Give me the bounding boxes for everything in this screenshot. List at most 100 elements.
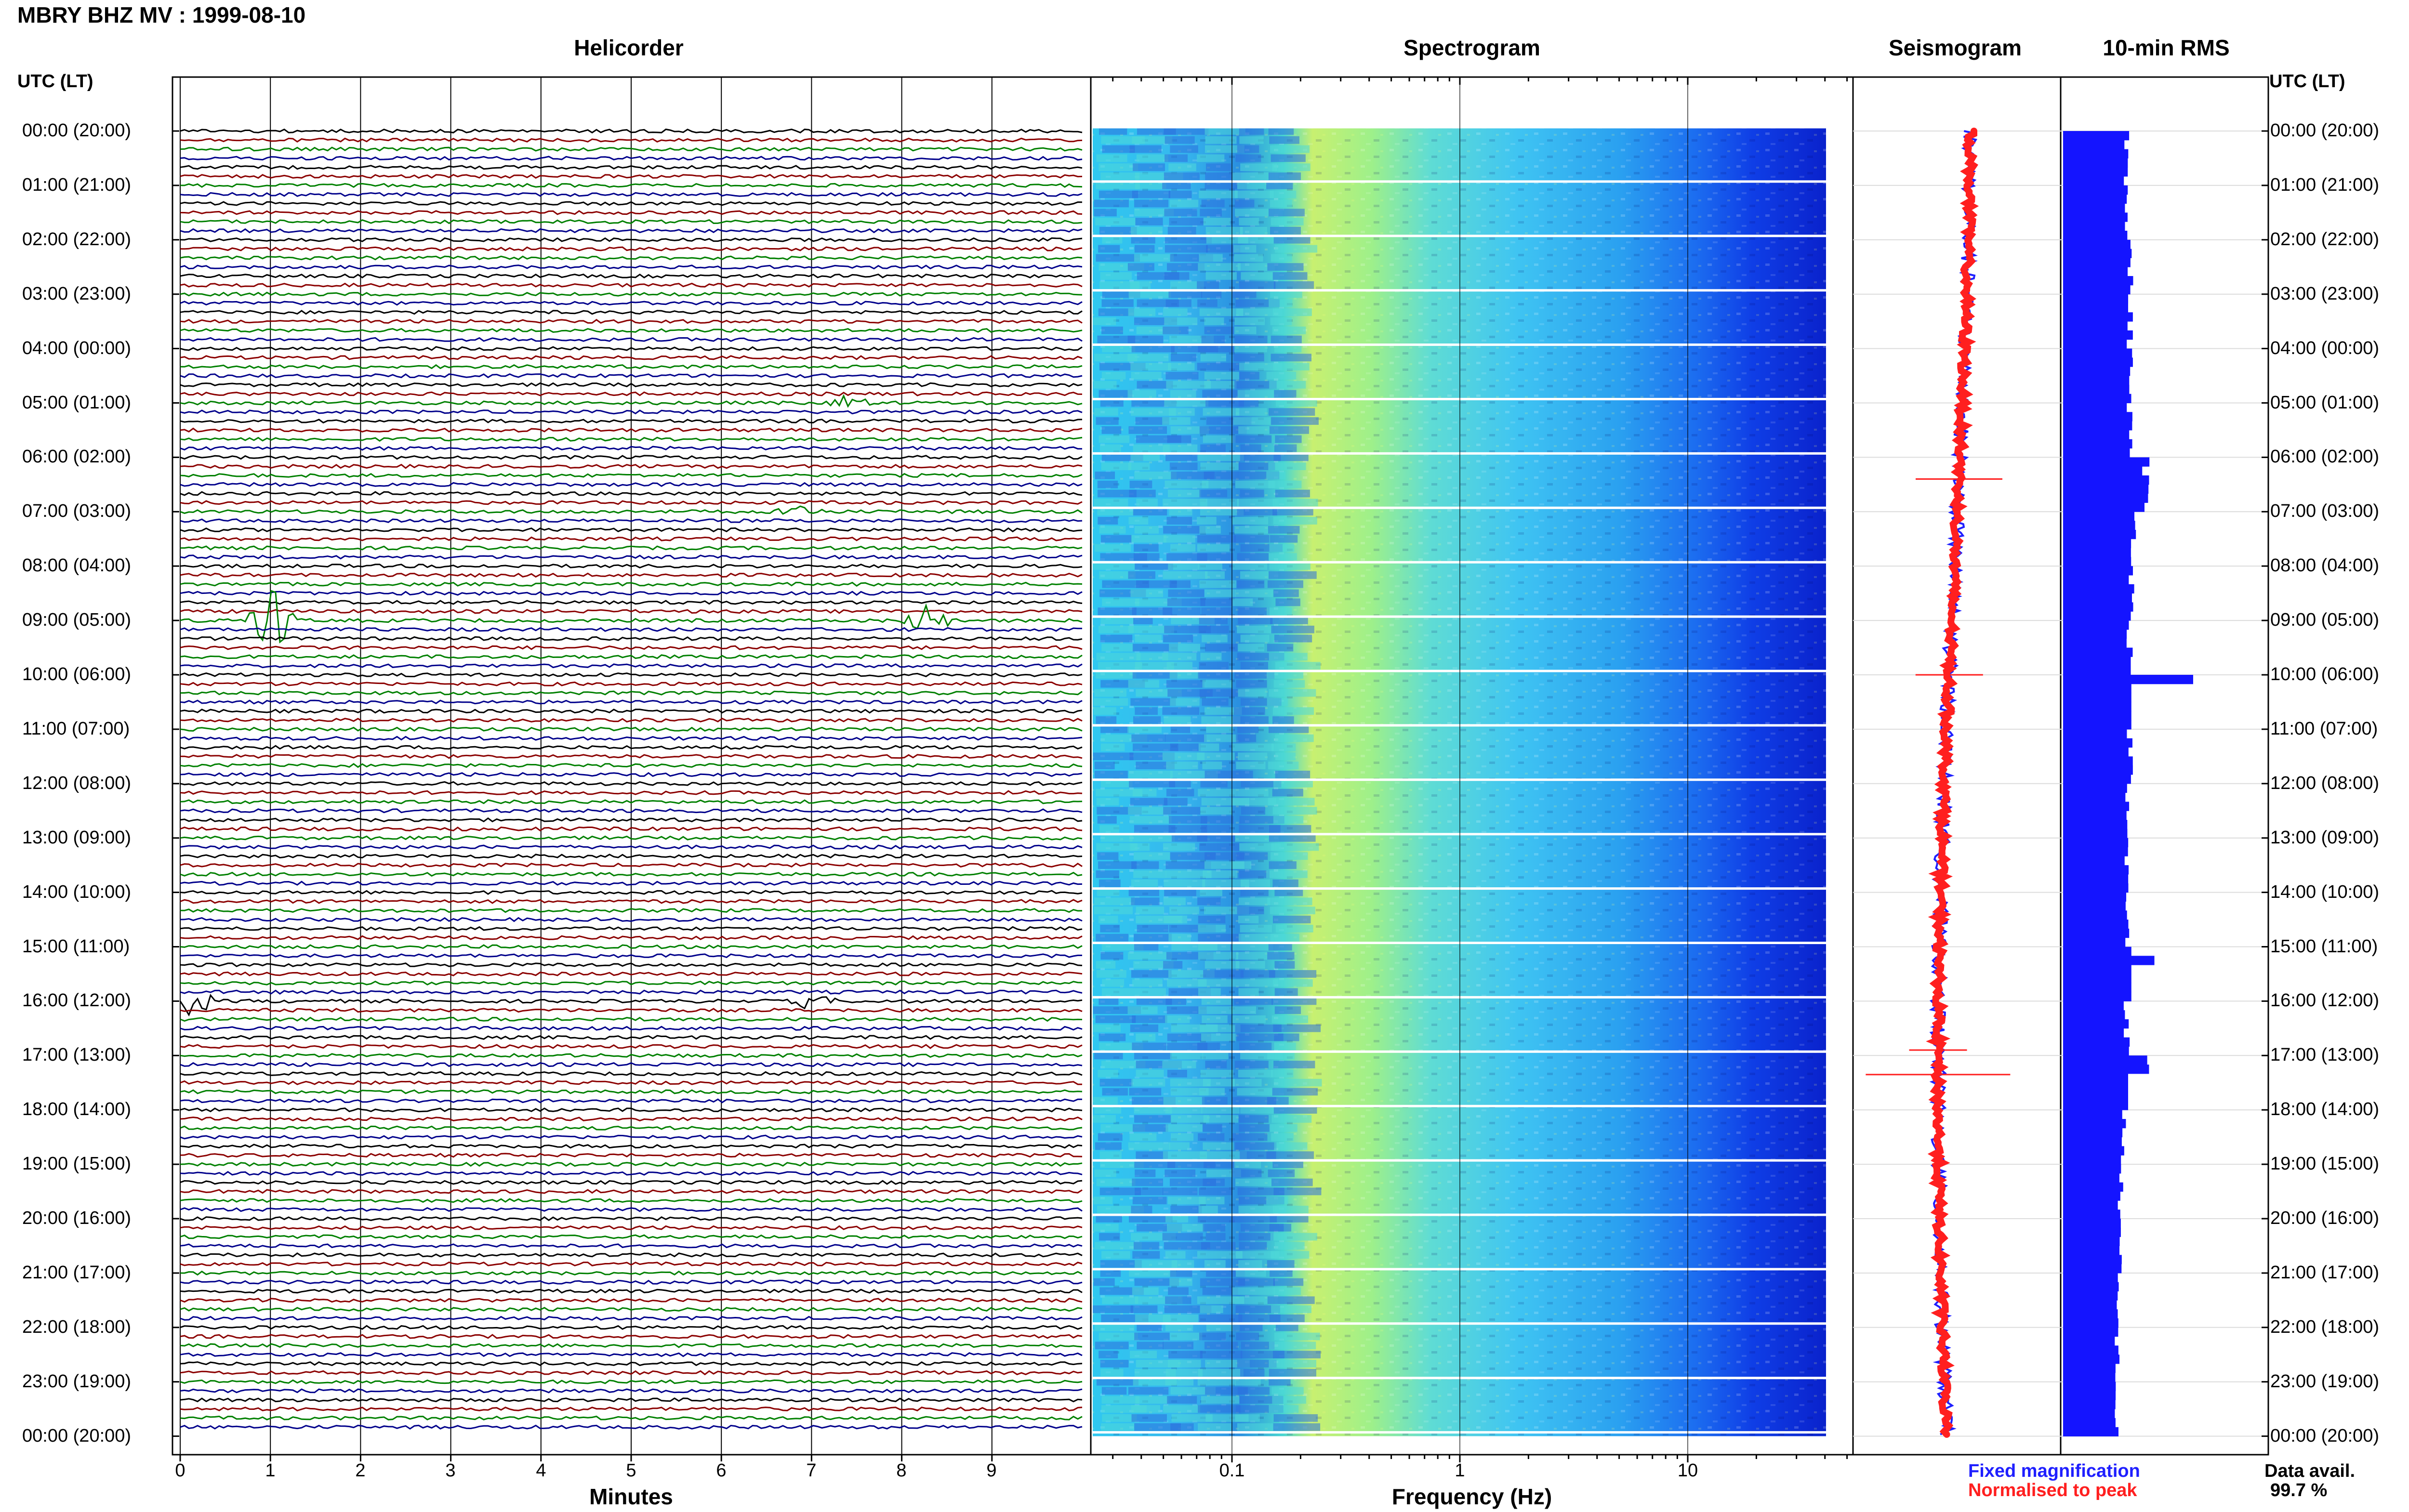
spectrogram-cell <box>1274 1078 1322 1087</box>
spectrogram-cell <box>1200 653 1222 661</box>
spectrogram-cell <box>1198 263 1241 271</box>
helicorder-trace <box>180 808 1083 814</box>
spectrogram-cell <box>1275 924 1313 933</box>
time-label-right: 00:00 (20:00) <box>2270 120 2380 141</box>
spectrogram-cell <box>1093 1278 1115 1286</box>
spectrogram-cell <box>1132 1042 1166 1051</box>
spectrogram-cell <box>1204 589 1236 597</box>
rms-bar <box>2063 956 2155 965</box>
spectrogram-cell <box>1269 861 1297 869</box>
rms-bar <box>2063 765 2133 775</box>
spectrogram-cell <box>1130 798 1168 806</box>
spectrogram-cell <box>1266 181 1293 189</box>
spectrogram-cell <box>1232 1287 1275 1295</box>
spectrogram-cell <box>1137 924 1169 933</box>
spectrogram-cell <box>1095 671 1137 679</box>
helicorder-trace <box>180 1107 1083 1113</box>
time-label-right: 13:00 (09:00) <box>2270 827 2380 848</box>
spectrogram-cell <box>1202 634 1228 643</box>
spectrogram-cell <box>1095 1015 1136 1023</box>
helicorder-trace <box>180 1343 1083 1348</box>
spectrogram-cell <box>1165 997 1186 1005</box>
spectrogram-cell <box>1167 489 1202 498</box>
spectrogram-cell <box>1232 290 1257 298</box>
spectrogram-cell <box>1133 1242 1160 1250</box>
spectrogram-cell <box>1270 317 1292 325</box>
spectrogram-cell <box>1099 435 1130 443</box>
spectrogram-cell <box>1269 381 1306 389</box>
spectrogram-cell <box>1240 662 1269 670</box>
rms-bar <box>2063 820 2128 829</box>
spectrogram-cell <box>1167 363 1195 371</box>
spectrogram-cell <box>1136 1033 1156 1041</box>
rms-bar <box>2063 212 2128 222</box>
spectrogram-cell <box>1164 1242 1210 1250</box>
spectrogram-cell <box>1239 363 1283 371</box>
spectrogram-cell <box>1269 299 1293 307</box>
spectrogram-cell <box>1199 625 1229 633</box>
spectrogram-cell <box>1203 218 1231 225</box>
spectrogram-cell <box>1238 399 1259 407</box>
spectrogram-cell <box>1272 916 1311 923</box>
time-label-left: 00:00 (20:00) <box>22 1425 132 1446</box>
spectrogram-cell <box>1131 1414 1167 1422</box>
time-label-right: 19:00 (15:00) <box>2270 1154 2380 1174</box>
time-label-left: 12:00 (08:00) <box>22 773 132 793</box>
spectrogram-cell <box>1238 916 1259 923</box>
helicorder-trace <box>180 590 1083 644</box>
spectrogram-cell <box>1129 1088 1162 1096</box>
spectrogram-cell <box>1168 589 1204 597</box>
spectrogram-cell <box>1200 1024 1241 1032</box>
spectrogram-cell <box>1128 517 1149 525</box>
spectrogram-cell <box>1204 181 1247 189</box>
spectrogram-cell <box>1134 933 1172 942</box>
helicorder-trace <box>180 337 1083 342</box>
spectrogram-cell <box>1135 1169 1156 1177</box>
helicorder-trace <box>180 826 1083 831</box>
spectrogram-cell <box>1171 1414 1213 1422</box>
spectrogram-cell <box>1096 798 1119 806</box>
spectrogram-cell <box>1164 879 1205 887</box>
helicorder-trace <box>180 663 1083 669</box>
spectrogram-cell <box>1163 499 1207 507</box>
spectrogram-cell <box>1203 870 1238 878</box>
spectrogram-cell <box>1100 634 1133 643</box>
helicorder-trace <box>180 844 1083 850</box>
spectrogram-cell <box>1270 145 1310 153</box>
spectrogram-cell <box>1164 1305 1212 1313</box>
spectrogram-cell <box>1271 417 1319 425</box>
rms-bar <box>2063 1091 2128 1101</box>
helicorder-trace <box>180 1080 1082 1085</box>
spectrogram-cell <box>1199 1088 1225 1096</box>
spectrogram-cell <box>1129 779 1176 788</box>
rms-bar <box>2063 448 2130 458</box>
spectrogram-cell <box>1162 707 1200 715</box>
time-label-left: 05:00 (01:00) <box>22 392 132 413</box>
time-label-left: 18:00 (14:00) <box>22 1099 132 1120</box>
spectrogram-cell <box>1099 1078 1133 1087</box>
minutes-tick-label: 4 <box>536 1460 546 1481</box>
rms-bar <box>2063 983 2131 993</box>
spectrogram-cell <box>1239 1115 1269 1123</box>
spectrogram-cell <box>1096 933 1129 942</box>
spectrogram-cell <box>1098 517 1118 525</box>
spectrogram-cell <box>1198 952 1239 960</box>
spectrogram-cell <box>1131 879 1158 887</box>
spectrogram-cell <box>1272 1160 1304 1168</box>
spectrogram-cell <box>1167 1069 1187 1078</box>
spectrogram-cell <box>1098 861 1137 869</box>
spectrogram-cell <box>1234 1061 1269 1068</box>
rms-bar <box>2063 158 2128 168</box>
rms-bar <box>2063 1191 2120 1201</box>
time-label-right: 01:00 (21:00) <box>2270 174 2380 195</box>
spectrogram-cell <box>1234 671 1275 679</box>
spectrogram-cell <box>1134 943 1159 951</box>
spectrogram-cell <box>1166 1223 1204 1232</box>
helicorder-trace <box>180 273 1083 279</box>
helicorder-trace <box>180 455 1083 460</box>
spectrogram-cell <box>1235 1142 1277 1150</box>
spectrogram-cell <box>1232 716 1269 724</box>
spectrogram-cell <box>1272 326 1306 334</box>
rms-bar <box>2063 194 2127 204</box>
spectrogram-cell <box>1131 1206 1152 1213</box>
